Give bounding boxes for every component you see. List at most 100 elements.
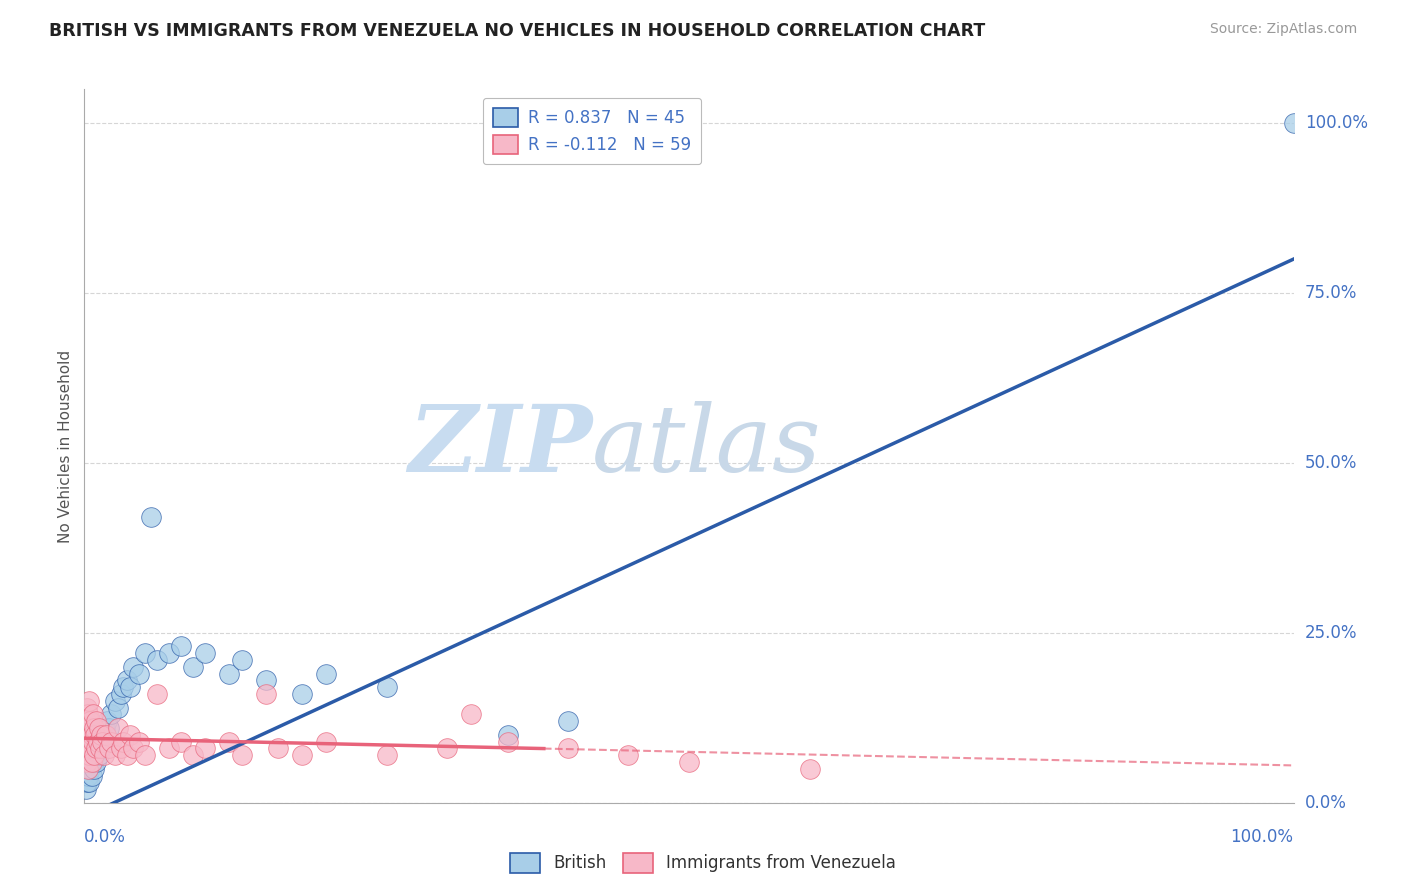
Point — [76, 700, 98, 714]
Point — [291, 687, 314, 701]
Y-axis label: No Vehicles in Household: No Vehicles in Household — [58, 350, 73, 542]
Point — [84, 728, 107, 742]
Point — [218, 666, 240, 681]
Text: 0.0%: 0.0% — [84, 828, 127, 846]
Text: BRITISH VS IMMIGRANTS FROM VENEZUELA NO VEHICLES IN HOUSEHOLD CORRELATION CHART: BRITISH VS IMMIGRANTS FROM VENEZUELA NO … — [49, 22, 986, 40]
Point — [76, 755, 98, 769]
Point — [115, 673, 138, 688]
Point — [460, 707, 482, 722]
Point — [83, 748, 105, 763]
Point — [134, 748, 156, 763]
Point — [100, 734, 122, 748]
Point — [91, 728, 114, 742]
Point — [80, 728, 103, 742]
Point — [799, 762, 821, 776]
Point — [83, 762, 105, 776]
Point — [76, 728, 98, 742]
Point — [436, 741, 458, 756]
Point — [82, 734, 104, 748]
Point — [107, 721, 129, 735]
Text: 100.0%: 100.0% — [1230, 828, 1294, 846]
Point — [104, 748, 127, 763]
Point — [231, 653, 253, 667]
Point — [77, 762, 100, 776]
Point — [120, 728, 142, 742]
Point — [79, 762, 101, 776]
Point — [496, 728, 519, 742]
Point — [89, 734, 111, 748]
Point — [1282, 116, 1305, 130]
Point — [86, 741, 108, 756]
Point — [254, 673, 277, 688]
Point — [170, 640, 193, 654]
Point — [254, 687, 277, 701]
Point — [93, 734, 115, 748]
Point — [97, 741, 120, 756]
Point — [77, 775, 100, 789]
Point — [75, 714, 97, 729]
Point — [90, 741, 112, 756]
Point — [110, 741, 132, 756]
Point — [194, 741, 217, 756]
Point — [120, 680, 142, 694]
Point — [267, 741, 290, 756]
Point — [496, 734, 519, 748]
Point — [87, 748, 110, 763]
Point — [557, 741, 579, 756]
Point — [157, 646, 180, 660]
Point — [86, 734, 108, 748]
Point — [139, 510, 162, 524]
Text: 100.0%: 100.0% — [1305, 114, 1368, 132]
Point — [315, 734, 337, 748]
Point — [218, 734, 240, 748]
Point — [96, 714, 118, 729]
Point — [83, 721, 105, 735]
Text: 0.0%: 0.0% — [1305, 794, 1347, 812]
Point — [77, 734, 100, 748]
Point — [121, 741, 143, 756]
Point — [97, 721, 120, 735]
Point — [121, 660, 143, 674]
Point — [375, 680, 398, 694]
Point — [93, 748, 115, 763]
Point — [617, 748, 640, 763]
Point — [194, 646, 217, 660]
Point — [82, 755, 104, 769]
Point — [375, 748, 398, 763]
Point — [678, 755, 700, 769]
Point — [557, 714, 579, 729]
Point — [87, 721, 110, 735]
Point — [181, 660, 204, 674]
Text: Source: ZipAtlas.com: Source: ZipAtlas.com — [1209, 22, 1357, 37]
Point — [77, 721, 100, 735]
Point — [112, 680, 135, 694]
Point — [291, 748, 314, 763]
Point — [146, 687, 169, 701]
Text: 25.0%: 25.0% — [1305, 624, 1357, 642]
Point — [112, 734, 135, 748]
Point — [77, 707, 100, 722]
Point — [94, 721, 117, 735]
Text: atlas: atlas — [592, 401, 821, 491]
Point — [231, 748, 253, 763]
Point — [128, 666, 150, 681]
Text: 50.0%: 50.0% — [1305, 454, 1357, 472]
Point — [82, 707, 104, 722]
Point — [110, 687, 132, 701]
Point — [315, 666, 337, 681]
Point — [86, 741, 108, 756]
Point — [170, 734, 193, 748]
Point — [86, 755, 108, 769]
Point — [100, 707, 122, 722]
Legend: British, Immigrants from Venezuela: British, Immigrants from Venezuela — [503, 847, 903, 880]
Point — [76, 775, 98, 789]
Text: ZIP: ZIP — [408, 401, 592, 491]
Point — [79, 714, 101, 729]
Point — [77, 769, 100, 783]
Text: 75.0%: 75.0% — [1305, 284, 1357, 302]
Point — [134, 646, 156, 660]
Point — [84, 748, 107, 763]
Point — [80, 769, 103, 783]
Point — [181, 748, 204, 763]
Point — [146, 653, 169, 667]
